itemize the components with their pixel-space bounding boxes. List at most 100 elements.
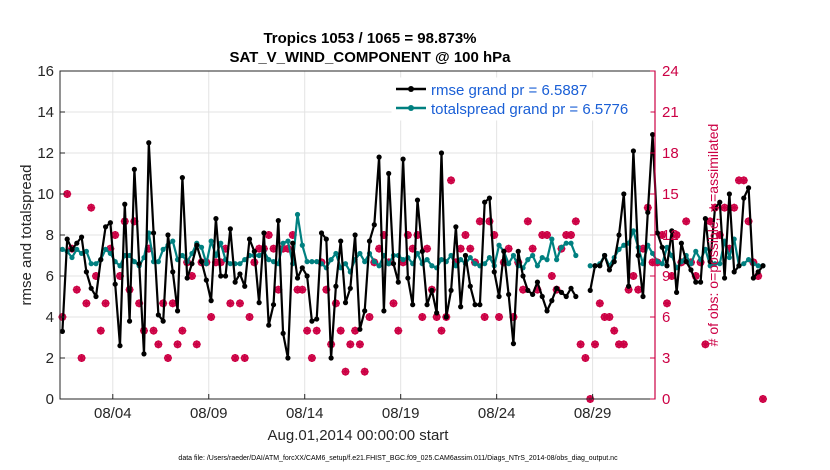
asterisk-stroke — [78, 354, 85, 362]
obs-assimilated-marker — [504, 244, 513, 253]
rmse-point — [88, 285, 94, 291]
asterisk-stroke — [754, 272, 762, 280]
asterisk-stroke — [596, 299, 604, 307]
totalspread-point — [198, 244, 205, 250]
obs-assimilated-marker — [178, 326, 187, 335]
rmse-point — [712, 205, 718, 211]
rmse-point — [587, 287, 593, 293]
obs-assimilated-marker — [730, 203, 739, 212]
rmse-point — [697, 279, 704, 285]
y-tick-label: 6 — [46, 268, 54, 285]
y-right-tick-label: 9 — [662, 268, 670, 285]
obs-assimilated-marker — [547, 272, 556, 280]
asterisk-stroke — [178, 327, 186, 335]
rmse-point — [501, 248, 507, 254]
totalspread-point — [549, 236, 555, 242]
asterisk-stroke — [682, 217, 690, 225]
totalspread-point — [506, 261, 512, 267]
obs-assimilated-marker — [346, 340, 355, 349]
rmse-point — [515, 248, 521, 254]
asterisk-stroke — [673, 231, 680, 239]
y-right-tick-label: 24 — [662, 63, 679, 80]
rmse-point — [78, 234, 85, 240]
obs-assimilated-marker — [662, 299, 671, 308]
rmse-line — [61, 141, 577, 360]
totalspread-point — [438, 257, 445, 263]
rmse-point — [342, 300, 349, 306]
asterisk-stroke — [706, 217, 714, 225]
x-tick-label: 08/19 — [382, 405, 420, 422]
obs-assimilated-marker — [720, 203, 729, 212]
rmse-point — [741, 195, 747, 201]
rmse-point — [707, 259, 713, 265]
obs-assimilated-marker — [101, 299, 110, 308]
obs-assimilated-marker — [240, 354, 249, 362]
legend-rmse-marker — [408, 86, 414, 92]
x-axis: 08/04 08/09 08/14 08/19 08/24 08/29 — [94, 394, 611, 422]
totalspread-point — [534, 263, 541, 269]
obs-assimilated-marker — [231, 354, 240, 362]
obs-assimilated-marker — [365, 313, 374, 321]
totalspread-point — [280, 240, 286, 246]
rmse-point — [721, 275, 728, 281]
obs-assimilated-marker — [72, 285, 81, 294]
rmse-point — [179, 175, 185, 181]
rmse-point — [458, 304, 464, 310]
rmse-point — [496, 293, 502, 300]
totalspread-point — [266, 257, 272, 263]
obs-assimilated-marker — [173, 340, 182, 349]
rmse-point — [338, 238, 344, 244]
totalspread-point — [117, 263, 123, 269]
obs-assimilated-marker — [701, 340, 710, 349]
obs-assimilated-marker — [475, 217, 484, 226]
y-tick-label: 0 — [46, 391, 54, 408]
totalspread-point — [482, 261, 488, 267]
rmse-point — [285, 355, 291, 361]
totalspread-point — [400, 257, 406, 263]
totalspread-point — [102, 246, 109, 252]
totalspread-point — [69, 254, 75, 261]
asterisk-stroke — [298, 286, 306, 294]
totalspread-point — [563, 240, 569, 246]
asterisk-stroke — [495, 313, 503, 321]
asterisk-stroke — [701, 340, 709, 348]
asterisk-stroke — [567, 231, 575, 239]
right-y-axis: 0 3 6 9 12 15 18 21 24 — [650, 63, 679, 408]
asterisk-stroke — [423, 245, 431, 253]
rmse-point — [299, 265, 305, 271]
rmse-point — [453, 224, 459, 230]
rmse-point — [616, 232, 622, 238]
rmse-point — [434, 310, 440, 316]
asterisk-stroke — [265, 231, 273, 239]
data-file-footnote: data file: /Users/raeder/DAI/ATM_forcXX/… — [178, 455, 618, 462]
rmse-point — [592, 263, 598, 269]
y-tick-label: 16 — [37, 63, 54, 80]
totalspread-point — [357, 250, 363, 257]
rmse-point — [290, 240, 296, 246]
obs-assimilated-marker — [480, 313, 489, 321]
rmse-point — [602, 252, 608, 259]
asterisk-stroke — [630, 272, 637, 280]
totalspread-point — [131, 259, 137, 265]
rmse-point — [573, 293, 579, 300]
y-tick-label: 12 — [37, 145, 54, 162]
asterisk-stroke — [188, 272, 196, 280]
asterisk-stroke — [390, 299, 397, 307]
rmse-point — [486, 195, 493, 201]
asterisk-stroke — [303, 327, 311, 335]
obs-assimilated-marker — [423, 244, 432, 253]
totalspread-point — [256, 252, 262, 259]
obs-assimilated-marker — [739, 176, 748, 185]
obs-assimilated-marker — [591, 340, 600, 349]
y-tick-label: 4 — [46, 309, 54, 326]
rmse-point — [621, 191, 627, 197]
rmse-point — [275, 218, 281, 224]
obs-assimilated-marker — [466, 244, 475, 253]
totalspread-point — [93, 261, 99, 267]
totalspread-point — [693, 248, 699, 254]
asterisk-stroke — [591, 340, 599, 348]
rmse-point — [683, 259, 689, 265]
asterisk-stroke — [73, 286, 81, 294]
rmse-point — [597, 263, 603, 269]
rmse-point — [218, 273, 224, 279]
